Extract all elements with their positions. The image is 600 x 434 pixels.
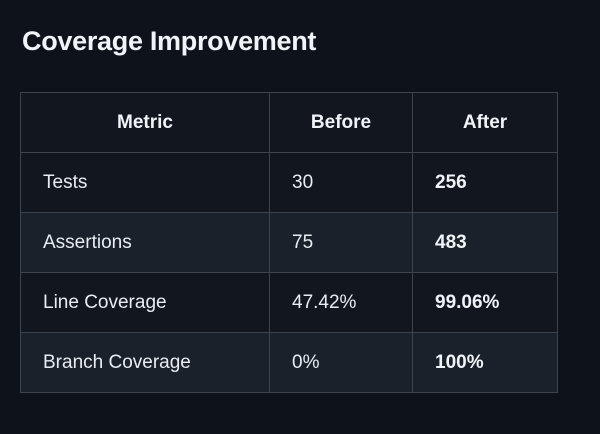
after-value-cell: 99.06% [412,272,558,333]
metric-name-cell: Line Coverage [20,272,270,333]
coverage-table: Metric Before After Tests 30 256 Asserti… [20,92,558,393]
column-header-metric: Metric [20,92,270,153]
after-value-cell: 100% [412,332,558,393]
column-header-after: After [412,92,558,153]
before-value-cell: 75 [269,212,413,273]
table-row-tests: Tests 30 256 [20,152,558,213]
after-value-cell: 483 [412,212,558,273]
before-value-cell: 0% [269,332,413,393]
metric-name-cell: Branch Coverage [20,332,270,393]
metric-name-cell: Assertions [20,212,270,273]
header-row: Metric Before After [20,92,558,153]
page-title: Coverage Improvement [22,26,317,56]
table-row-line-coverage: Line Coverage 47.42% 99.06% [20,272,558,333]
before-value-cell: 30 [269,152,413,213]
table-row-assertions: Assertions 75 483 [20,212,558,273]
after-value-cell: 256 [412,152,558,213]
table-row-branch-coverage: Branch Coverage 0% 100% [20,332,558,393]
before-value-cell: 47.42% [269,272,413,333]
column-header-before: Before [269,92,413,153]
coverage-table-header: Metric Before After [20,92,558,153]
metric-name-cell: Tests [20,152,270,213]
coverage-table-body: Tests 30 256 Assertions 75 483 Line Cove… [20,152,558,393]
